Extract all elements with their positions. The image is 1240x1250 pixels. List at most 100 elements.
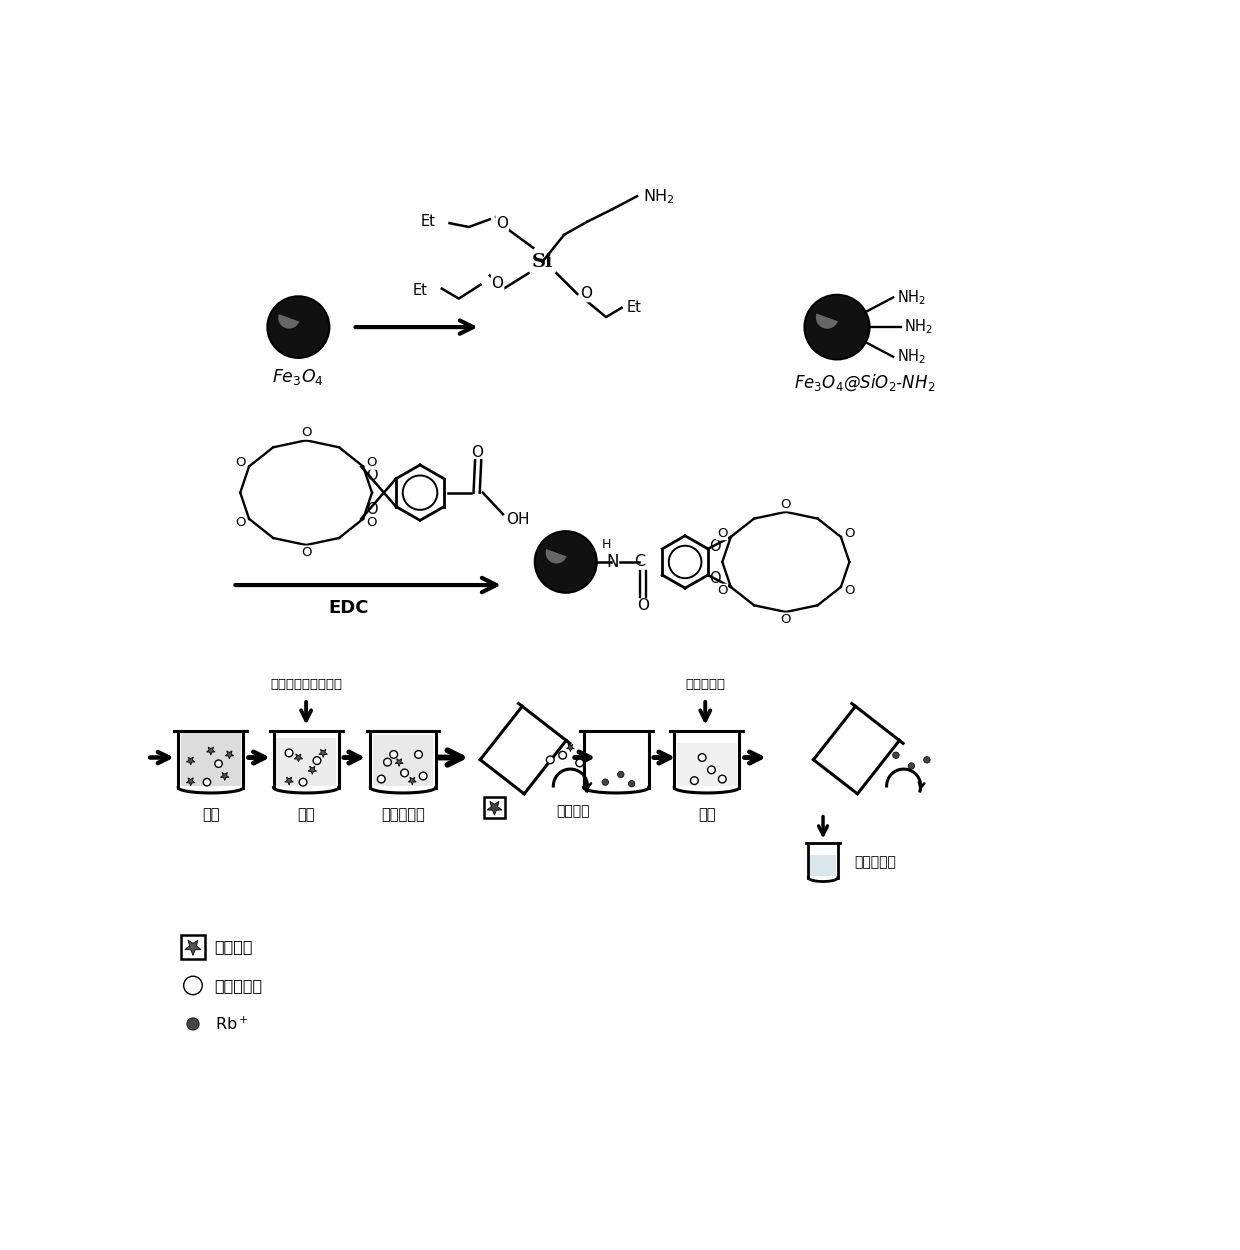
Text: O: O — [301, 426, 311, 439]
Polygon shape — [181, 734, 241, 786]
Circle shape — [691, 776, 698, 785]
FancyBboxPatch shape — [181, 935, 206, 959]
Text: O: O — [844, 584, 854, 598]
Polygon shape — [226, 751, 233, 759]
Circle shape — [893, 752, 899, 759]
Text: 检测、提纯: 检测、提纯 — [854, 855, 897, 869]
Circle shape — [215, 760, 222, 768]
Circle shape — [383, 759, 392, 766]
Text: Si: Si — [532, 253, 553, 271]
Text: O: O — [367, 456, 377, 469]
Text: 固液分离: 固液分离 — [557, 805, 590, 819]
Text: Et: Et — [420, 214, 435, 229]
Polygon shape — [221, 772, 229, 780]
Circle shape — [268, 296, 330, 358]
Polygon shape — [373, 735, 433, 786]
Polygon shape — [186, 778, 195, 786]
Text: O: O — [496, 216, 508, 231]
Circle shape — [575, 759, 584, 766]
Polygon shape — [810, 855, 836, 876]
Circle shape — [718, 775, 727, 782]
Text: NH$_2$: NH$_2$ — [904, 318, 934, 336]
Circle shape — [414, 750, 423, 759]
Text: 干扰离子: 干扰离子 — [215, 940, 253, 955]
Text: NH$_2$: NH$_2$ — [897, 348, 926, 366]
Text: 固相萨取剂: 固相萨取剂 — [215, 978, 263, 992]
Polygon shape — [186, 758, 195, 765]
Text: 加入洗脱剂: 加入洗脱剂 — [686, 679, 725, 691]
Text: 萨取: 萨取 — [298, 806, 315, 821]
Text: H: H — [601, 539, 611, 551]
FancyBboxPatch shape — [484, 796, 506, 819]
Circle shape — [419, 772, 427, 780]
Text: O: O — [781, 614, 791, 626]
Polygon shape — [308, 766, 316, 774]
Text: O: O — [709, 539, 720, 554]
Polygon shape — [319, 749, 327, 758]
Text: O: O — [781, 498, 791, 511]
Polygon shape — [207, 748, 215, 755]
Circle shape — [184, 976, 202, 995]
Text: O: O — [637, 599, 650, 614]
Text: O: O — [709, 571, 720, 586]
Text: O: O — [236, 456, 246, 469]
Text: C: C — [635, 555, 646, 570]
Text: O: O — [580, 286, 591, 301]
Text: 涡旋、振荡: 涡旋、振荡 — [381, 806, 425, 821]
Text: O: O — [844, 526, 854, 540]
Polygon shape — [487, 801, 502, 815]
Text: O: O — [367, 516, 377, 529]
Circle shape — [559, 751, 567, 759]
Circle shape — [299, 779, 306, 786]
Circle shape — [603, 779, 609, 785]
Polygon shape — [275, 738, 336, 786]
Circle shape — [908, 762, 915, 769]
Polygon shape — [285, 778, 294, 785]
Circle shape — [698, 754, 706, 761]
Polygon shape — [185, 940, 201, 955]
Text: 加入磁性固相萨取剂: 加入磁性固相萨取剂 — [270, 679, 342, 691]
Circle shape — [203, 779, 211, 786]
Circle shape — [924, 756, 930, 762]
Text: 洗脱: 洗脱 — [698, 806, 715, 821]
Circle shape — [629, 780, 635, 788]
Text: EDC: EDC — [329, 599, 370, 618]
Wedge shape — [546, 549, 567, 564]
Circle shape — [389, 750, 398, 759]
Polygon shape — [294, 754, 303, 762]
Circle shape — [285, 749, 293, 756]
Text: O: O — [717, 526, 728, 540]
Text: Fe$_3$O$_4$: Fe$_3$O$_4$ — [273, 368, 325, 388]
Text: NH$_2$: NH$_2$ — [897, 288, 926, 306]
Wedge shape — [816, 314, 838, 329]
Circle shape — [805, 295, 869, 360]
Circle shape — [401, 769, 408, 776]
Text: NH$_2$: NH$_2$ — [644, 186, 675, 205]
Circle shape — [618, 771, 624, 778]
Text: O: O — [366, 469, 378, 484]
Polygon shape — [396, 759, 403, 766]
Text: O: O — [236, 516, 246, 529]
Text: Et: Et — [413, 284, 428, 299]
Text: OH: OH — [506, 512, 529, 528]
Circle shape — [534, 531, 596, 592]
Polygon shape — [677, 742, 737, 786]
Polygon shape — [408, 778, 417, 785]
Text: O: O — [717, 584, 728, 598]
Text: O: O — [366, 503, 378, 518]
Circle shape — [377, 775, 386, 782]
Circle shape — [708, 766, 715, 774]
Circle shape — [547, 756, 554, 764]
Circle shape — [312, 756, 321, 765]
Polygon shape — [567, 744, 574, 751]
Text: Et: Et — [626, 300, 641, 315]
Text: O: O — [301, 546, 311, 559]
Text: O: O — [471, 445, 484, 460]
Text: 样品: 样品 — [202, 806, 219, 821]
Circle shape — [187, 1017, 200, 1030]
Text: Fe$_3$O$_4$@SiO$_2$-NH$_2$: Fe$_3$O$_4$@SiO$_2$-NH$_2$ — [795, 372, 936, 392]
Text: Rb$^+$: Rb$^+$ — [215, 1015, 248, 1032]
Wedge shape — [278, 314, 299, 329]
Text: O: O — [491, 276, 503, 291]
Text: N: N — [606, 552, 619, 571]
